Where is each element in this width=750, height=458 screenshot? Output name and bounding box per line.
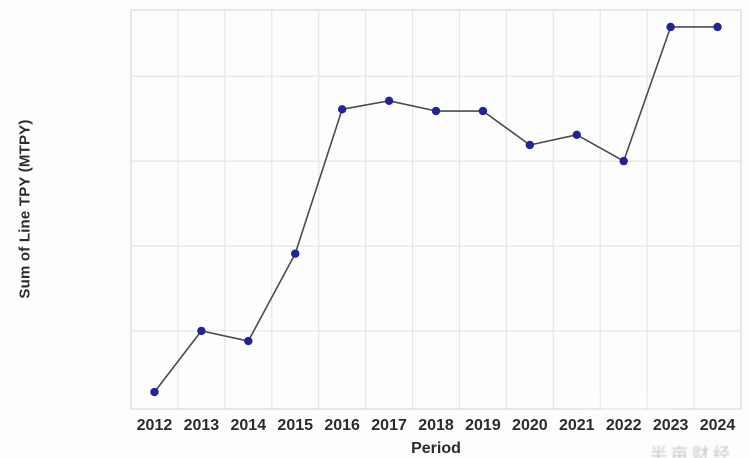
data-point-2021 [572, 130, 581, 139]
x-tick-label-2017: 2017 [371, 417, 407, 434]
x-tick-label-2014: 2014 [231, 417, 267, 434]
x-axis-label: Period [411, 440, 461, 457]
data-point-2018 [431, 106, 441, 116]
x-tick-label-2012: 2012 [137, 417, 173, 434]
series-line [153, 26, 718, 393]
x-tick-label-2022: 2022 [606, 417, 642, 434]
x-tick-label-2020: 2020 [512, 417, 548, 434]
x-tick-label-2021: 2021 [559, 417, 595, 434]
data-point-2014 [244, 336, 253, 346]
x-tick-label-2019: 2019 [465, 417, 501, 434]
x-tick-label-2013: 2013 [184, 417, 220, 434]
data-point-2017 [384, 96, 394, 106]
data-point-2020 [525, 140, 535, 150]
data-point-2022 [619, 156, 628, 166]
x-tick-label-2016: 2016 [324, 417, 360, 434]
x-tick-label-2023: 2023 [653, 417, 689, 434]
plot-frame [130, 9, 742, 410]
data-point-2016 [337, 105, 347, 114]
x-tick-label-2015: 2015 [277, 417, 313, 434]
data-point-2019 [478, 106, 488, 116]
x-tick-label-2024: 2024 [700, 417, 736, 434]
data-point-2012 [150, 387, 159, 397]
x-tick-label-2018: 2018 [418, 417, 454, 434]
data-point-2023 [666, 22, 675, 32]
data-point-2015 [291, 249, 300, 258]
data-point-2013 [197, 326, 206, 336]
data-point-2024 [713, 22, 722, 32]
